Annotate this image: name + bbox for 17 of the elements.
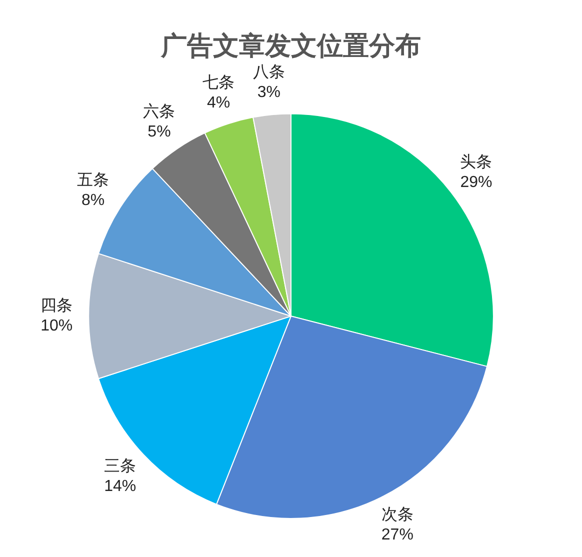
data-label: 8% bbox=[82, 192, 105, 209]
data-label: 10% bbox=[40, 318, 73, 335]
data-label: 27% bbox=[381, 526, 414, 544]
slice-label: 次条 bbox=[381, 506, 414, 524]
slice-label: 七条 bbox=[202, 74, 235, 92]
data-label: 4% bbox=[207, 94, 230, 112]
chart-title: 广告文章发文位置分布 bbox=[160, 31, 421, 62]
data-label: 3% bbox=[257, 84, 281, 102]
slice-label: 五条 bbox=[77, 172, 110, 189]
slice-label: 头条 bbox=[460, 152, 492, 171]
slice-label: 三条 bbox=[104, 458, 136, 475]
slice-label: 八条 bbox=[252, 64, 285, 82]
data-label: 5% bbox=[148, 124, 171, 141]
slice-label: 四条 bbox=[40, 298, 73, 315]
slice-label: 六条 bbox=[143, 102, 176, 121]
data-label: 29% bbox=[460, 174, 492, 191]
data-label: 14% bbox=[104, 478, 136, 495]
